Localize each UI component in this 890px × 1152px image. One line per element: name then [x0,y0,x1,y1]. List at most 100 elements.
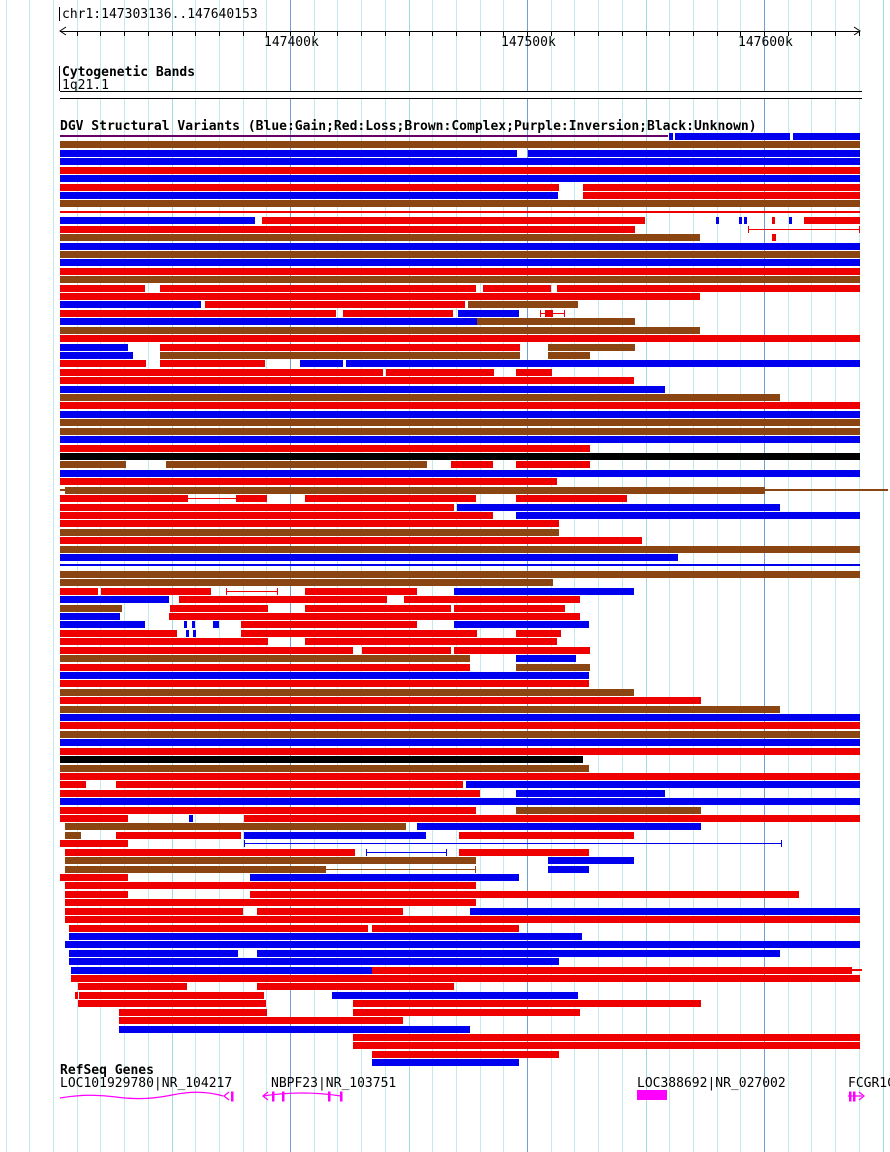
variant-bar[interactable] [60,688,634,696]
variant-bar[interactable] [60,646,353,654]
variant-bar[interactable] [60,789,480,797]
variant-bar[interactable] [60,217,255,225]
variant-bar[interactable] [483,284,551,292]
variant-line[interactable] [60,564,860,567]
variant-bar[interactable] [192,621,195,629]
variant-bar[interactable] [116,831,241,839]
variant-bar[interactable] [189,815,193,822]
variant-bar[interactable] [60,419,860,427]
variant-bar[interactable] [60,234,700,241]
variant-bar[interactable] [716,217,719,225]
variant-bar[interactable] [65,823,406,831]
variant-bar[interactable] [60,545,860,553]
variant-bar[interactable] [60,436,860,444]
variant-bar[interactable] [60,579,553,587]
variant-bar[interactable] [60,351,133,359]
variant-bar[interactable] [60,612,120,620]
variant-bar[interactable] [466,781,860,789]
variant-bar[interactable] [60,469,860,477]
variant-bar[interactable] [60,183,559,191]
gene-glyph[interactable] [262,1092,342,1097]
variant-bar[interactable] [65,899,476,907]
variant-bar[interactable] [386,368,494,376]
variant-bar[interactable] [804,217,860,225]
variant-bar[interactable] [60,697,701,705]
variant-bar[interactable] [78,983,187,991]
cytoband-band-box[interactable] [60,91,862,99]
variant-bar[interactable] [353,1042,860,1050]
variant-bar[interactable] [772,217,775,225]
variant-bar[interactable] [516,495,627,503]
variant-bar[interactable] [477,318,635,326]
variant-bar[interactable] [451,461,493,469]
variant-bar[interactable] [60,621,145,629]
variant-bar[interactable] [60,587,98,595]
variant-bracket[interactable] [226,590,278,592]
variant-bar[interactable] [170,604,268,612]
variant-bar[interactable] [468,301,578,309]
variant-bar[interactable] [60,806,476,814]
variant-bar[interactable] [116,781,463,789]
variant-bar[interactable] [257,983,454,991]
variant-bar[interactable] [454,621,589,629]
variant-bar[interactable] [65,857,476,865]
variant-bar[interactable] [60,495,187,503]
variant-bar[interactable] [160,360,265,368]
gene-glyph[interactable] [328,1091,331,1102]
variant-bar[interactable] [65,882,476,890]
variant-bar[interactable] [675,133,678,140]
variant-bar[interactable] [353,1000,701,1008]
variant-bar[interactable] [60,368,383,376]
variant-bar[interactable] [160,343,520,351]
variant-bar[interactable] [119,1025,470,1033]
variant-bar[interactable] [60,596,169,604]
variant-bar[interactable] [60,461,126,469]
variant-bar[interactable] [65,831,81,839]
variant-bar[interactable] [60,301,201,309]
variant-bar[interactable] [60,663,470,671]
variant-bar[interactable] [362,646,451,654]
variant-bar[interactable] [71,975,860,982]
variant-bar[interactable] [160,351,520,359]
variant-bar[interactable] [257,907,403,915]
variant-bar[interactable] [583,183,860,191]
variant-bar[interactable] [60,276,860,284]
variant-bar[interactable] [65,916,860,924]
variant-bar[interactable] [454,587,634,595]
variant-bar[interactable] [516,629,561,637]
variant-bar[interactable] [744,217,747,225]
variant-bar[interactable] [65,941,860,949]
variant-bar[interactable] [789,217,792,225]
variant-bar[interactable] [404,596,580,604]
variant-bar[interactable] [332,991,578,999]
variant-bar[interactable] [353,1008,580,1016]
variant-bar[interactable] [60,722,860,730]
variant-bar[interactable] [548,343,635,351]
variant-bar[interactable] [101,587,211,595]
variant-bar[interactable] [516,511,860,519]
variant-bar[interactable] [205,301,465,309]
variant-bar[interactable] [669,133,673,140]
variant-bar[interactable] [583,191,860,199]
variant-bracket[interactable] [187,498,267,500]
variant-bar[interactable] [300,360,343,368]
variant-bar[interactable] [60,629,177,637]
variant-bar[interactable] [60,284,145,292]
gene-glyph[interactable] [849,1091,852,1102]
variant-bar[interactable] [417,823,701,831]
variant-bar[interactable] [241,621,417,629]
variant-bar[interactable] [346,360,860,368]
variant-bar[interactable] [250,890,799,898]
variant-bar[interactable] [257,949,780,957]
variant-bar[interactable] [166,461,427,469]
variant-bar[interactable] [372,966,852,974]
variant-bar[interactable] [60,242,860,250]
variant-bar[interactable] [241,629,477,637]
variant-bar[interactable] [169,612,580,620]
variant-bar[interactable] [60,335,860,343]
variant-bar[interactable] [516,806,701,814]
variant-bar[interactable] [60,764,589,772]
variant-bar[interactable] [262,217,645,225]
variant-line[interactable] [852,968,862,971]
variant-bar[interactable] [60,680,589,688]
